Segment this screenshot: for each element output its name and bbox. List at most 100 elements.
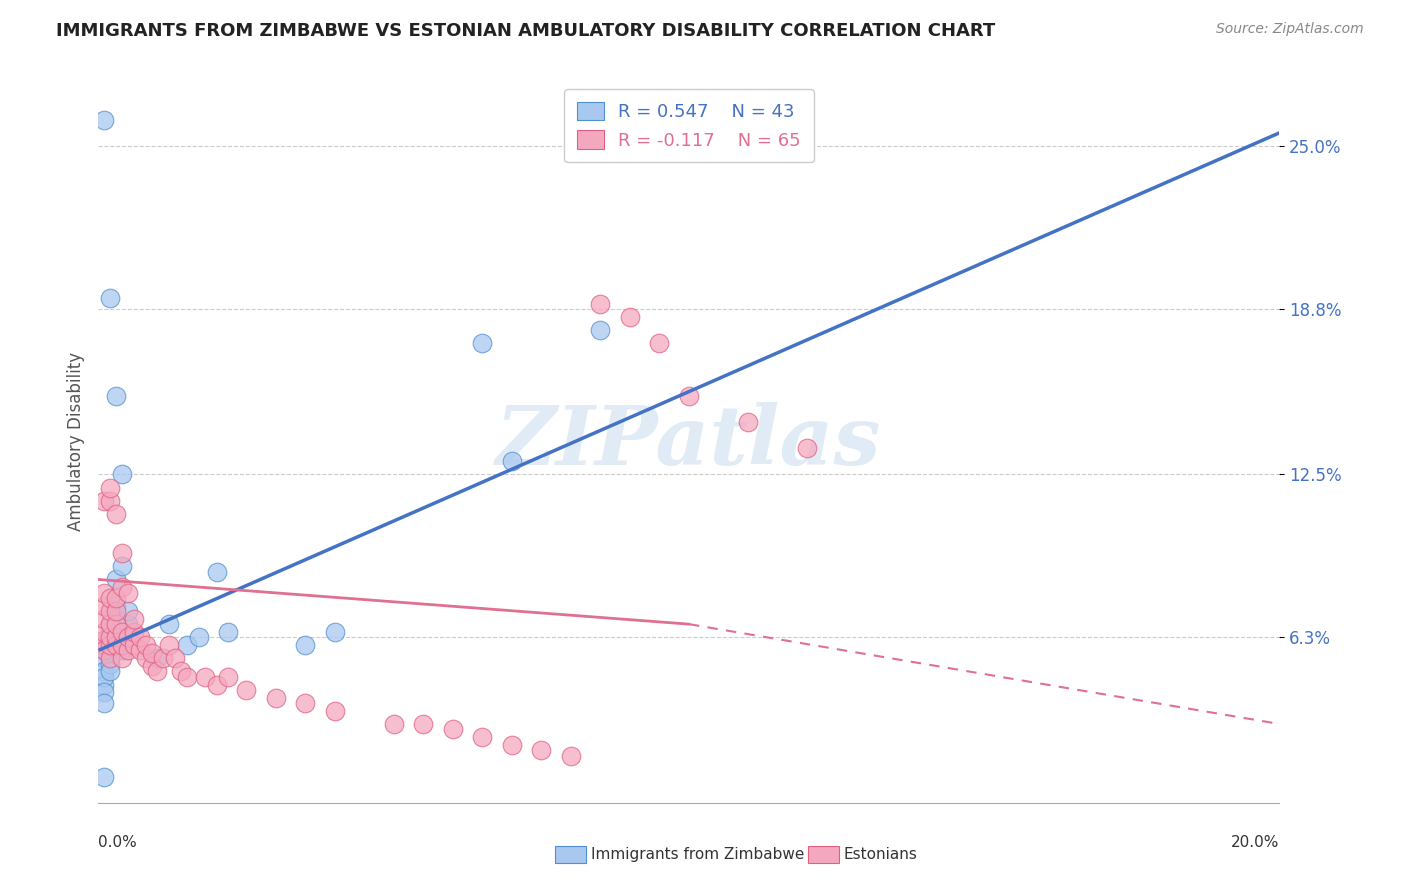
Point <box>141 646 163 660</box>
Point <box>93 599 115 613</box>
Point <box>194 670 217 684</box>
Point <box>157 617 180 632</box>
Y-axis label: Ambulatory Disability: Ambulatory Disability <box>66 352 84 531</box>
Point <box>98 493 121 508</box>
Point <box>98 604 121 618</box>
Legend: R = 0.547    N = 43, R = -0.117    N = 65: R = 0.547 N = 43, R = -0.117 N = 65 <box>564 89 814 162</box>
Point <box>501 738 523 752</box>
Point <box>122 638 145 652</box>
Point <box>105 638 128 652</box>
Point <box>105 625 128 640</box>
Point <box>323 625 346 640</box>
Point <box>560 748 582 763</box>
Point <box>146 651 169 665</box>
Point <box>93 493 115 508</box>
Point <box>117 617 139 632</box>
Point <box>98 291 121 305</box>
Point <box>117 604 139 618</box>
Point <box>93 670 115 684</box>
Point <box>530 743 553 757</box>
Point <box>93 112 115 127</box>
Point <box>93 770 115 784</box>
Point <box>105 599 128 613</box>
Point <box>205 565 228 579</box>
Point <box>105 612 128 626</box>
Text: Immigrants from Zimbabwe: Immigrants from Zimbabwe <box>591 847 804 862</box>
Point <box>98 657 121 671</box>
Point <box>98 630 121 644</box>
Point <box>93 632 115 647</box>
Point <box>93 696 115 710</box>
Point <box>98 665 121 679</box>
Point <box>111 546 134 560</box>
Point <box>98 625 121 640</box>
Point <box>93 685 115 699</box>
Point <box>111 625 134 640</box>
Point <box>93 677 115 691</box>
Point <box>111 630 134 644</box>
Point <box>117 643 139 657</box>
Point <box>111 580 134 594</box>
Point <box>93 632 115 647</box>
Point <box>98 651 121 665</box>
Point <box>157 638 180 652</box>
Point <box>98 591 121 605</box>
Point <box>122 625 145 640</box>
Point <box>105 604 128 618</box>
Point <box>235 682 257 697</box>
Point <box>737 415 759 429</box>
Point <box>128 630 150 644</box>
Point <box>205 677 228 691</box>
Point <box>589 296 612 310</box>
Point <box>93 638 115 652</box>
Point <box>589 323 612 337</box>
Point <box>93 643 115 657</box>
Point <box>294 696 316 710</box>
Point <box>187 630 209 644</box>
Point <box>412 717 434 731</box>
Point <box>471 730 494 744</box>
Point <box>796 441 818 455</box>
Point <box>264 690 287 705</box>
Point <box>128 643 150 657</box>
Point <box>93 625 115 640</box>
Point <box>117 585 139 599</box>
Point <box>105 630 128 644</box>
Point <box>648 336 671 351</box>
Point <box>93 651 115 665</box>
Point <box>93 612 115 626</box>
Point <box>93 585 115 599</box>
Point <box>105 388 128 402</box>
Point <box>98 481 121 495</box>
Point <box>117 630 139 644</box>
Text: Source: ZipAtlas.com: Source: ZipAtlas.com <box>1216 22 1364 37</box>
Point <box>93 643 115 657</box>
Point <box>165 651 187 665</box>
Point <box>105 617 128 632</box>
Point <box>141 659 163 673</box>
Point <box>98 638 121 652</box>
Point <box>152 651 174 665</box>
Point <box>105 591 128 605</box>
Point <box>441 723 464 737</box>
Text: IMMIGRANTS FROM ZIMBABWE VS ESTONIAN AMBULATORY DISABILITY CORRELATION CHART: IMMIGRANTS FROM ZIMBABWE VS ESTONIAN AMB… <box>56 22 995 40</box>
Point <box>105 573 128 587</box>
Point <box>678 388 700 402</box>
Point <box>176 670 198 684</box>
Point <box>176 638 198 652</box>
Point <box>135 638 157 652</box>
Point <box>111 643 134 657</box>
Text: 0.0%: 0.0% <box>98 836 138 850</box>
Text: Estonians: Estonians <box>844 847 918 862</box>
Point <box>294 638 316 652</box>
Point <box>501 454 523 468</box>
Point <box>111 467 134 482</box>
Point <box>98 651 121 665</box>
Point <box>111 559 134 574</box>
Point <box>122 612 145 626</box>
Point <box>111 651 134 665</box>
Point <box>146 665 169 679</box>
Point <box>323 704 346 718</box>
Point <box>619 310 641 324</box>
Text: ZIPatlas: ZIPatlas <box>496 401 882 482</box>
